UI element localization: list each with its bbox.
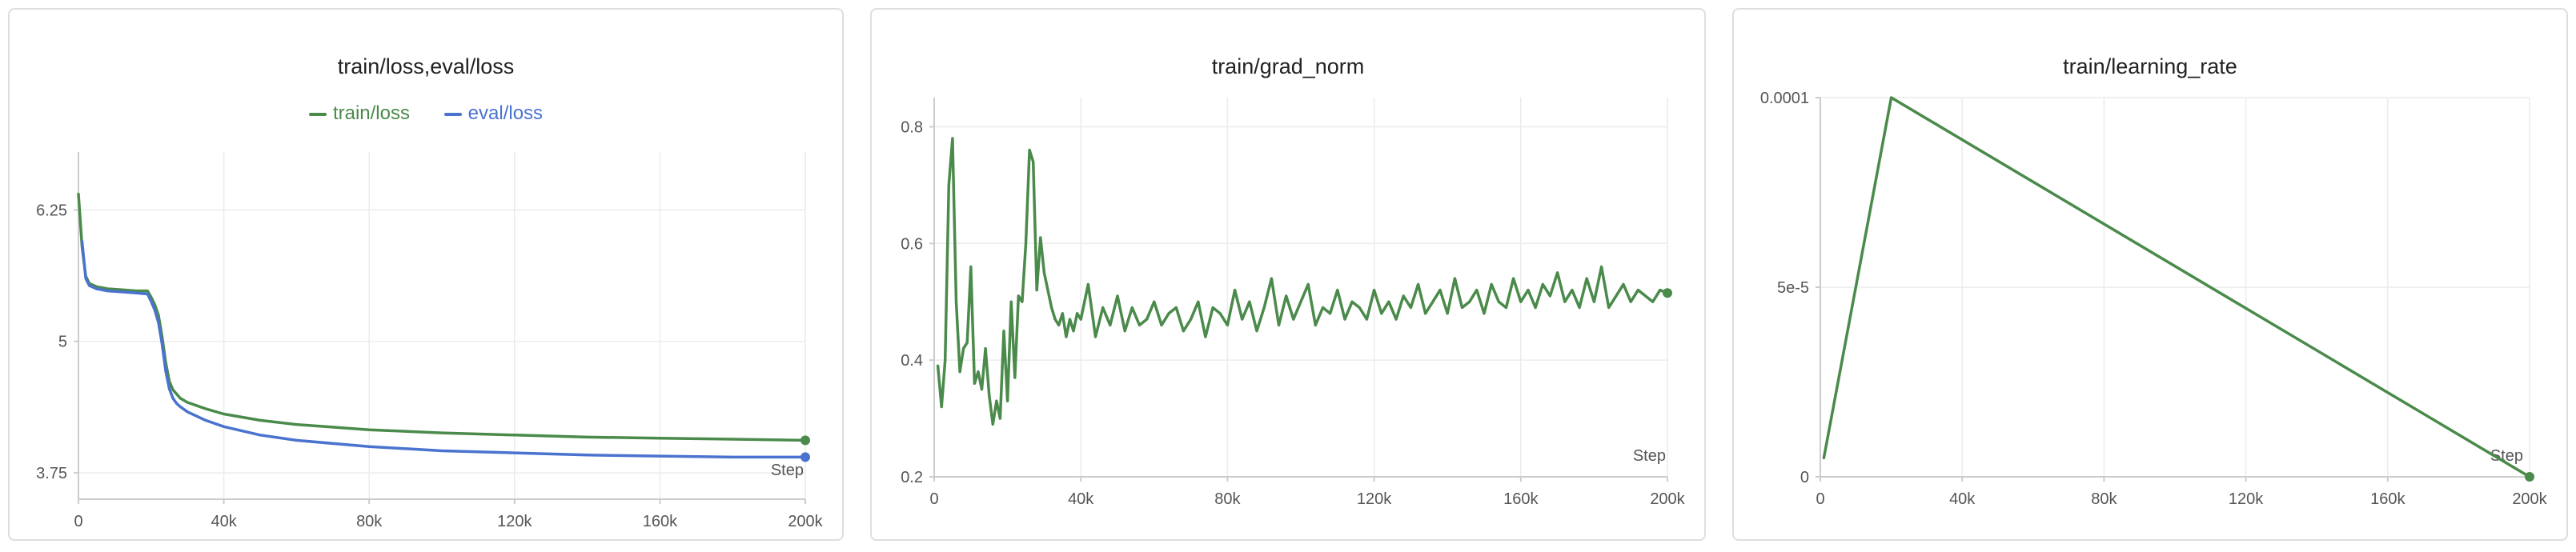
chart-title: train/grad_norm (1211, 54, 1365, 78)
x-axis-title: Step (1633, 447, 1666, 465)
series-line-1 (1822, 96, 2531, 478)
y-tick-label-0-4: 0.4 (901, 352, 923, 370)
x-tick-label-80k: 80k (356, 513, 383, 530)
series-end-marker-train-loss (800, 435, 810, 446)
chart-title: train/loss,eval/loss (337, 54, 515, 78)
legend-swatch-icon (443, 112, 462, 116)
x-tick-label-0: 0 (74, 513, 82, 530)
x-tick-label-160k: 160k (1503, 490, 1539, 508)
chart-plot-loss[interactable]: 0 40k 80k 120k 160k 200k 3.75 5 6.25 Step (10, 10, 844, 541)
y-tick-label-0-6: 0.6 (901, 235, 923, 253)
y-tick-label-5e-5: 5e-5 (1777, 279, 1809, 297)
x-tick-label-200k: 200k (1650, 490, 1685, 508)
y-tick-label-0-2: 0.2 (901, 469, 923, 486)
chart-plot-learning-rate[interactable]: 0 40k 80k 120k 160k 200k 0 5e-5 0.0001 Step (1734, 10, 2568, 541)
x-tick-label-200k: 200k (788, 513, 823, 530)
series-end-marker-1 (2525, 472, 2534, 482)
series-end-marker-eval-loss (800, 452, 810, 462)
series-line-train-loss (77, 192, 807, 442)
x-tick-label-200k: 200k (2512, 490, 2547, 508)
x-tick-label-160k: 160k (2370, 490, 2405, 508)
y-tick-label-5: 5 (58, 334, 67, 351)
x-tick-label-120k: 120k (497, 513, 532, 530)
legend-label: eval/loss (467, 102, 544, 124)
x-tick-label-40k: 40k (211, 513, 237, 530)
x-tick-label-80k: 80k (1214, 490, 1241, 508)
legend-label: train/loss (332, 102, 410, 124)
series-line-1 (936, 137, 1669, 426)
series-line-eval-loss (80, 240, 807, 459)
x-tick-label-0: 0 (929, 490, 938, 508)
chart-title: train/learning_rate (2063, 54, 2237, 78)
series-end-marker-1 (1663, 288, 1672, 298)
y-tick-label-3-75: 3.75 (36, 465, 67, 482)
legend-item-eval-loss[interactable]: eval/loss (443, 102, 544, 125)
legend-swatch-icon (308, 112, 327, 116)
chart-legend: train/loss eval/loss (10, 102, 842, 125)
y-tick-label-0: 0 (1800, 469, 1809, 486)
x-axis-title: Step (771, 462, 804, 479)
x-tick-label-40k: 40k (1949, 490, 1976, 508)
x-axis-title: Step (2490, 447, 2523, 465)
y-tick-label-6-25: 6.25 (36, 202, 67, 219)
x-tick-label-80k: 80k (2091, 490, 2117, 508)
chart-plot-grad-norm[interactable]: 0 40k 80k 120k 160k 200k 0.2 0.4 0.6 0.8 Step (872, 10, 1706, 541)
x-tick-label-40k: 40k (1068, 490, 1094, 508)
chart-panel-learning-rate: train/learning_rate 0 40k 80k 120k 160k 200k 0… (1732, 8, 2568, 541)
x-tick-label-120k: 120k (2229, 490, 2264, 508)
chart-panel-grad-norm: train/grad_norm 0 40k 80k 120k 160k 200k 0.2 0.… (870, 8, 1706, 541)
x-tick-label-120k: 120k (1357, 490, 1392, 508)
x-tick-label-160k: 160k (643, 513, 678, 530)
x-tick-label-0: 0 (1816, 490, 1824, 508)
legend-item-train-loss[interactable]: train/loss (308, 102, 410, 125)
y-tick-label-0-0001: 0.0001 (1760, 90, 1809, 107)
chart-panel-loss: train/loss,eval/loss train/loss eval/los… (8, 8, 844, 541)
y-tick-label-0-8: 0.8 (901, 118, 923, 136)
